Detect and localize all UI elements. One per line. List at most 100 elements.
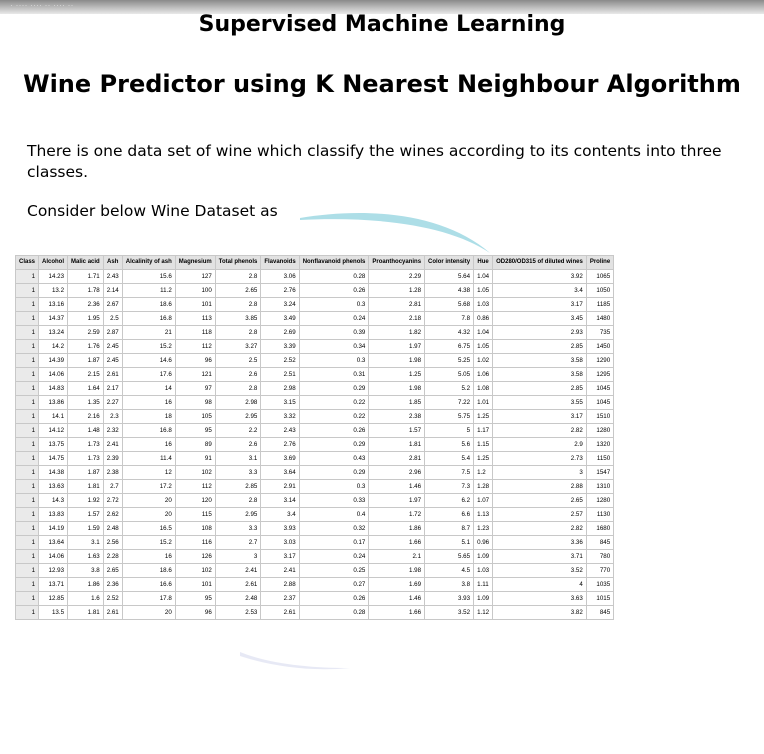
table-row: 1 13.75 1.73 2.41 16 89 2.6 2.76 0.29 1.81 5.6 1.15… xyxy=(14,437,615,452)
table-cell: 1.97 xyxy=(368,493,426,508)
table-cell: 1 xyxy=(14,521,40,536)
table-cell: 2.56 xyxy=(102,535,123,550)
table-cell: 121 xyxy=(174,367,216,382)
table-cell: 1.09 xyxy=(473,591,494,606)
table-cell: 1 xyxy=(14,605,40,620)
table-cell: 2.61 xyxy=(102,367,123,382)
table-cell: 0.39 xyxy=(298,325,370,340)
table-cell: 0.26 xyxy=(298,283,370,298)
table-cell: 1 xyxy=(14,451,40,466)
table-cell: 1 xyxy=(14,409,40,424)
table-cell: 2.41 xyxy=(260,563,300,578)
table-cell: 5.64 xyxy=(424,269,475,284)
table-cell: 2.36 xyxy=(67,297,104,312)
table-row: 1 14.38 1.87 2.38 12 102 3.3 3.64 0.29 2.96 7.5 1.2… xyxy=(14,465,615,480)
table-cell: 3.52 xyxy=(424,605,475,620)
table-cell: 3 xyxy=(214,549,262,564)
table-cell: 2.39 xyxy=(102,451,123,466)
column-header: Magnesium xyxy=(174,255,216,270)
table-cell: 1.86 xyxy=(67,577,104,592)
column-header: Class xyxy=(14,255,40,270)
table-cell: 13.5 xyxy=(38,605,69,620)
table-cell: 14.39 xyxy=(38,353,69,368)
column-header: OD280/OD315 of diluted wines xyxy=(492,255,587,270)
table-cell: 13.64 xyxy=(38,535,69,550)
table-cell: 1.59 xyxy=(67,521,104,536)
table-cell: 13.16 xyxy=(38,297,69,312)
table-cell: 3.14 xyxy=(260,493,300,508)
table-cell: 0.3 xyxy=(298,353,370,368)
table-cell: 18.6 xyxy=(121,297,176,312)
table-cell: 2.48 xyxy=(102,521,123,536)
table-cell: 1045 xyxy=(585,395,615,410)
table-cell: 1.06 xyxy=(473,367,494,382)
table-cell: 16 xyxy=(121,395,176,410)
table-cell: 1.98 xyxy=(368,563,426,578)
table-cell: 2.27 xyxy=(102,395,123,410)
table-cell: 2.87 xyxy=(102,325,123,340)
table-cell: 1045 xyxy=(585,381,615,396)
table-cell: 13.24 xyxy=(38,325,69,340)
page-subtitle: Wine Predictor using K Nearest Neighbour… xyxy=(23,70,741,98)
column-header: Proline xyxy=(585,255,615,270)
table-cell: 3.17 xyxy=(492,297,587,312)
table-cell: 5.68 xyxy=(424,297,475,312)
column-header: Proanthocyanins xyxy=(368,255,426,270)
table-cell: 2.8 xyxy=(214,325,262,340)
table-row: 1 13.2 1.78 2.14 11.2 100 2.65 2.76 0.26 1.28 4.38… xyxy=(14,283,615,298)
table-cell: 0.31 xyxy=(298,367,370,382)
table-cell: 1.08 xyxy=(473,381,494,396)
table-cell: 2.8 xyxy=(214,297,262,312)
table-cell: 1.6 xyxy=(67,591,104,606)
dataset-intro-text: Consider below Wine Dataset as xyxy=(27,202,278,220)
table-cell: 1 xyxy=(14,395,40,410)
table-cell: 3.39 xyxy=(260,339,300,354)
table-cell: 13.63 xyxy=(38,479,69,494)
table-cell: 2.43 xyxy=(102,269,123,284)
table-cell: 3.58 xyxy=(492,367,587,382)
table-cell: 102 xyxy=(174,465,216,480)
table-cell: 0.26 xyxy=(298,423,370,438)
table-row: 1 12.85 1.6 2.52 17.8 95 2.48 2.37 0.26 1.46 3.93 1… xyxy=(14,591,615,606)
table-cell: 2.36 xyxy=(102,577,123,592)
table-cell: 96 xyxy=(174,353,216,368)
table-cell: 1 xyxy=(14,437,40,452)
table-cell: 16.8 xyxy=(121,423,176,438)
table-cell: 1.03 xyxy=(473,563,494,578)
table-cell: 113 xyxy=(174,311,216,326)
table-cell: 1.28 xyxy=(473,479,494,494)
table-cell: 2.65 xyxy=(492,493,587,508)
table-cell: 3.93 xyxy=(260,521,300,536)
table-cell: 0.24 xyxy=(298,549,370,564)
table-cell: 3.15 xyxy=(260,395,300,410)
table-cell: 2.95 xyxy=(214,409,262,424)
table-cell: 16.6 xyxy=(121,577,176,592)
table-cell: 1 xyxy=(14,423,40,438)
table-cell: 2.65 xyxy=(214,283,262,298)
table-cell: 14.2 xyxy=(38,339,69,354)
table-cell: 2.52 xyxy=(102,591,123,606)
table-cell: 100 xyxy=(174,283,216,298)
table-cell: 0.4 xyxy=(298,507,370,522)
table-cell: 120 xyxy=(174,493,216,508)
table-cell: 7.3 xyxy=(424,479,475,494)
table-cell: 2.41 xyxy=(214,563,262,578)
table-row: 1 14.2 1.76 2.45 15.2 112 3.27 3.39 0.34 1.97 6.75… xyxy=(14,339,615,354)
table-cell: 15.6 xyxy=(121,269,176,284)
table-cell: 1 xyxy=(14,535,40,550)
table-cell: 15.2 xyxy=(121,339,176,354)
table-cell: 1290 xyxy=(585,353,615,368)
table-cell: 101 xyxy=(174,297,216,312)
table-cell: 14.19 xyxy=(38,521,69,536)
table-cell: 102 xyxy=(174,563,216,578)
table-row: 1 13.64 3.1 2.56 15.2 116 2.7 3.03 0.17 1.66 5.1 0.… xyxy=(14,535,615,550)
table-cell: 14 xyxy=(121,381,176,396)
table-cell: 14.1 xyxy=(38,409,69,424)
table-cell: 5.1 xyxy=(424,535,475,550)
table-cell: 3.17 xyxy=(492,409,587,424)
table-cell: 13.71 xyxy=(38,577,69,592)
table-cell: 1 xyxy=(14,353,40,368)
table-row: 1 13.86 1.35 2.27 16 98 2.98 3.15 0.22 1.85 7.22 1.… xyxy=(14,395,615,410)
table-cell: 108 xyxy=(174,521,216,536)
table-cell: 2.9 xyxy=(492,437,587,452)
